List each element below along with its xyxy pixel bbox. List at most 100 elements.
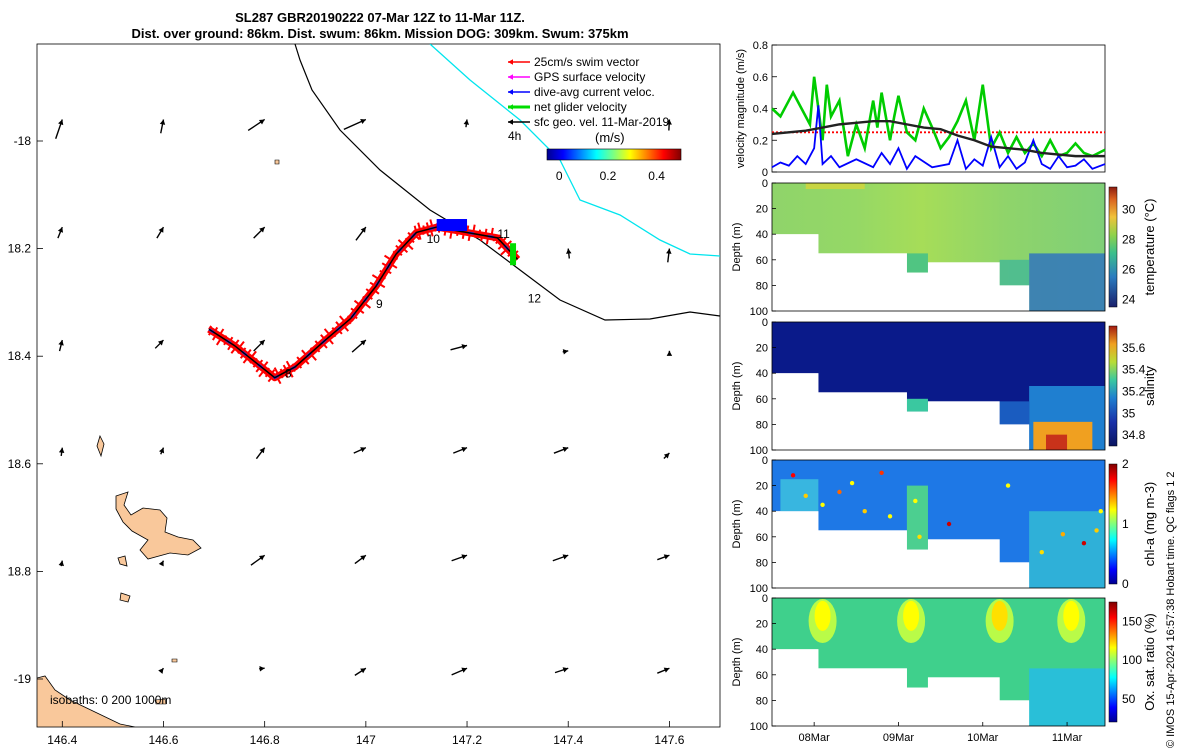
time-tick-label: 09Mar [883, 732, 915, 744]
colorbar-tick-label: 100 [1122, 653, 1142, 667]
glider-track: 8 9 10 11 12 [207, 219, 542, 382]
sfc-vector-head [461, 667, 468, 673]
y-tick-label: -19 [14, 672, 32, 686]
sfc-vector [58, 447, 65, 457]
heatmap-panel: 0 20 40 60 80 100 Depth (m) 50 100 150 Ox. sat. ra… [731, 593, 1157, 744]
legend-swatch-head [508, 89, 513, 95]
sfc-vector-head [259, 666, 265, 672]
chl-point [1098, 509, 1103, 514]
sfc-vector-head [58, 119, 64, 126]
legend-swatch-head [508, 104, 513, 110]
y-tick-label: 18.4 [8, 349, 32, 363]
oxy-band-core [903, 600, 920, 631]
chl-point [849, 480, 855, 486]
colorbar-tick-label: 150 [1122, 614, 1142, 628]
velocity-ytick-label: 0.4 [753, 104, 768, 116]
chl-point [862, 509, 867, 514]
sfc-vector [554, 667, 569, 674]
depth-tick-label: 40 [756, 229, 768, 241]
day-label: 9 [376, 297, 383, 311]
sfc-vector [657, 554, 670, 561]
colorbar-label: (m/s) [595, 130, 625, 145]
chl-point [820, 502, 825, 507]
depth-tick-label: 80 [756, 695, 768, 707]
sfc-vector-head [158, 560, 164, 567]
sfc-vector-head [461, 344, 468, 350]
chl-point [917, 534, 922, 539]
chl-patch [906, 485, 928, 550]
depth-tick-label: 60 [756, 670, 768, 682]
panel-colorbar [1108, 601, 1118, 723]
x-tick-label: 147 [356, 733, 376, 747]
depth-tick-label: 100 [750, 306, 768, 318]
depth-tick-label: 80 [756, 557, 768, 569]
depth-label: Depth (m) [731, 500, 743, 549]
map-axes: 146.4 146.6 146.8 147 147.2 147.4 147.6 -18 18.2… [8, 134, 685, 747]
sfc-vector-head [666, 350, 673, 356]
y-tick-label: 18.2 [8, 242, 32, 256]
sfc-vector-head [562, 554, 569, 560]
day-label: 8 [285, 367, 292, 381]
heatmap-panel: 0 20 40 60 80 100 Depth (m) 0 1 2 chl-a (mg m-3) [731, 455, 1157, 595]
day-label: 12 [528, 291, 542, 305]
velocity-series [771, 76, 1106, 159]
legend-entry: GPS surface velocity [534, 70, 645, 84]
sfc-vector [159, 119, 166, 134]
depth-tick-label: 20 [756, 343, 768, 355]
sfc-vector [451, 667, 468, 676]
sfc-vector [666, 350, 673, 356]
chl-point [879, 470, 884, 475]
sfc-vector [158, 560, 165, 567]
x-tick-label: 146.6 [148, 733, 178, 747]
sfc-vector-head [360, 340, 366, 346]
sfc-vector [253, 339, 266, 352]
chl-point [913, 498, 918, 504]
colorbar-tick-label: 24 [1122, 293, 1136, 307]
chl-patch [1029, 511, 1105, 588]
depth-label: Depth (m) [731, 638, 743, 687]
sfc-vector [657, 667, 670, 674]
legend-swatch [508, 104, 530, 110]
velocity-ytick-label: 0.6 [753, 72, 768, 84]
sfc-vector [154, 339, 164, 349]
panel-frame [771, 597, 1106, 727]
sfc-vector [58, 339, 64, 352]
depth-tick-label: 100 [750, 445, 768, 457]
sfc-vector-head [461, 554, 468, 560]
depth-tick-label: 80 [756, 419, 768, 431]
sfc-vector [666, 248, 672, 263]
depth-tick-label: 100 [750, 721, 768, 733]
velocity-series [771, 119, 1105, 158]
panel-frame [771, 321, 1106, 451]
depth-label: Depth (m) [731, 223, 743, 272]
oxy-band-core [814, 600, 831, 631]
colorbar-tick-label: 0 [1122, 577, 1129, 591]
chl-point [1005, 483, 1011, 488]
sfc-vector-head [562, 349, 569, 355]
day-label: 10 [427, 232, 441, 246]
colorbar-label: chl-a (mg m-3) [1142, 482, 1157, 567]
legend-swatch-head [508, 119, 513, 125]
sfc-vector-head [663, 453, 670, 459]
sfc-vector [57, 226, 63, 239]
depth-tick-label: 40 [756, 368, 768, 380]
colorbar-tick: 0.2 [600, 169, 617, 183]
warm-surface [805, 183, 865, 189]
sfc-vector [354, 554, 367, 565]
sfc-vector [566, 248, 572, 259]
no-data-region [772, 234, 1105, 311]
colorbar-tick-label: 2 [1122, 457, 1129, 471]
velocity-ylabel: velocity magnitude (m/s) [735, 49, 747, 168]
sfc-vector [463, 119, 470, 128]
legend-entry: dive-avg current veloc. [534, 85, 655, 99]
sfc-vector [250, 554, 266, 566]
y-tick-label: 18.8 [8, 564, 32, 578]
isobaths-label: isobaths: 0 200 1000m [50, 693, 171, 707]
sfc-vector-head [159, 447, 165, 454]
colorbar-tick-label: 34.8 [1122, 428, 1146, 442]
x-tick-label: 147.6 [654, 733, 684, 747]
chl-point [1060, 532, 1066, 537]
heatmap-field [772, 598, 1105, 726]
surface-current-vectors [55, 118, 673, 676]
sfc-vector-head [259, 227, 265, 233]
